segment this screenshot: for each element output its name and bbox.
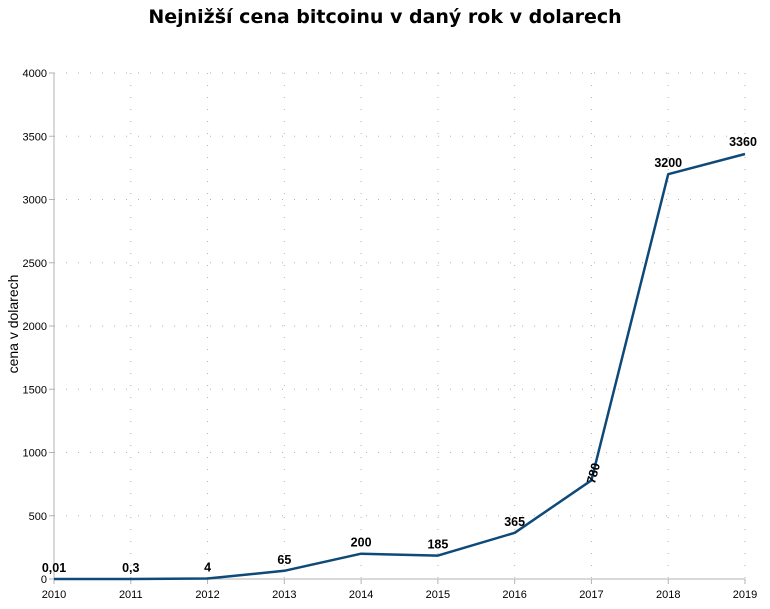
- y-tick-label: 3000: [23, 195, 47, 207]
- x-tick-label: 2014: [349, 589, 373, 601]
- y-tick-labels: 0 500 1000 1500 2000 2500 3000 3500 4000: [23, 68, 47, 586]
- data-label: 185: [427, 538, 448, 552]
- y-tick-label: 2000: [23, 321, 47, 333]
- y-tick-label: 0: [41, 574, 47, 586]
- y-tick-label: 3500: [23, 131, 47, 143]
- x-tick-label: 2015: [426, 589, 450, 601]
- x-tick-labels: 2010 2011 2012 2013 2014 2015 2016 2017 2018 2019: [42, 589, 757, 601]
- y-tick-label: 2500: [23, 258, 47, 270]
- x-tick-label: 2018: [656, 589, 680, 601]
- data-label: 0,01: [42, 561, 66, 575]
- x-tick-label: 2013: [272, 589, 296, 601]
- data-label: 3200: [654, 156, 682, 170]
- data-labels: 0,01 0,3 4 65 200 185 365 780 3200 3360: [42, 135, 757, 575]
- series-line: [54, 152, 746, 581]
- chart-title: Nejnižší cena bitcoinu v daný rok v dola…: [148, 6, 622, 28]
- data-label: 365: [504, 515, 525, 529]
- x-tick-label: 2011: [119, 589, 143, 601]
- x-tick-label: 2012: [195, 589, 219, 601]
- data-label: 780: [584, 461, 603, 485]
- data-label: 4: [204, 560, 211, 574]
- x-tick-label: 2016: [502, 589, 526, 601]
- data-label: 0,3: [122, 561, 139, 575]
- y-tick-label: 4000: [23, 68, 47, 80]
- y-axis-title: cena v dolarech: [5, 275, 21, 374]
- data-label: 200: [351, 536, 372, 550]
- data-label: 65: [277, 553, 291, 567]
- x-tick-label: 2017: [579, 589, 603, 601]
- x-tick-label: 2010: [42, 589, 66, 601]
- y-tick-label: 500: [29, 511, 47, 523]
- y-tick-label: 1000: [23, 448, 47, 460]
- axes: [49, 72, 746, 584]
- gridlines: [54, 72, 746, 579]
- y-tick-label: 1500: [23, 384, 47, 396]
- x-tick-label: 2019: [733, 589, 757, 601]
- data-label: 3360: [729, 135, 757, 149]
